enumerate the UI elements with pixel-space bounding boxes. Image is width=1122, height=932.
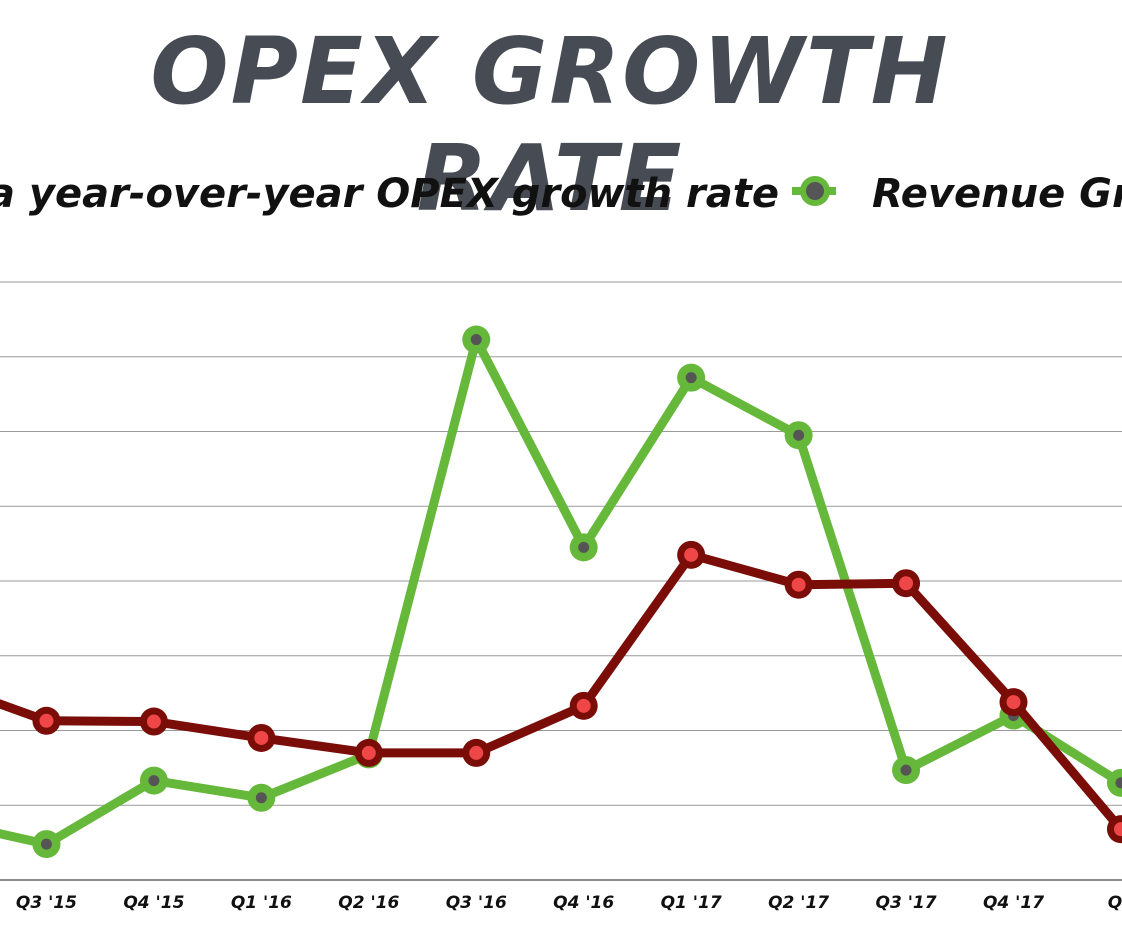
- gridlines: [0, 281, 1122, 881]
- x-tick-label: Q3 '16: [446, 893, 507, 913]
- data-point-opex: [892, 569, 921, 598]
- data-point-opex: [784, 570, 813, 599]
- data-point-opex: [462, 738, 491, 767]
- data-point-revenue: [32, 830, 61, 859]
- data-point-opex: [569, 691, 598, 720]
- x-tick-label: Q1 '17: [661, 893, 722, 913]
- legend-marker-revenue: [792, 176, 836, 206]
- x-tick-label: Q2 '17: [768, 893, 829, 913]
- x-axis-ticks: Q3 '15 Q4 '15 Q1 '16 Q2 '16 Q3 '16 Q4 '16 Q1 '…: [16, 893, 1122, 913]
- series-line-opex: [0, 550, 1122, 833]
- legend: a year-over-year OPEX growth rate Revenu…: [0, 171, 1122, 217]
- x-tick-label: Q4 '16: [553, 893, 614, 913]
- data-point-opex: [139, 707, 168, 736]
- x-tick-label: Q1 '16: [231, 893, 292, 913]
- x-tick-label: Q2 '16: [338, 893, 399, 913]
- data-point-revenue: [677, 363, 706, 392]
- data-point-revenue: [1106, 768, 1122, 797]
- legend-label-opex: a year-over-year OPEX growth rate: [0, 171, 779, 217]
- data-point-revenue: [784, 421, 813, 450]
- x-tick-label: Q4 '17: [983, 893, 1044, 913]
- series-line-revenue: [0, 335, 1122, 849]
- series-revenue: [0, 325, 1122, 859]
- data-point-revenue: [569, 533, 598, 562]
- x-tick-label: Q3 '15: [16, 893, 77, 913]
- data-point-revenue: [247, 783, 276, 812]
- data-point-opex: [1106, 815, 1122, 844]
- data-point-opex: [247, 723, 276, 752]
- data-point-revenue: [462, 325, 491, 354]
- data-point-opex: [677, 540, 706, 569]
- chart-title: OPEX GROWTH RATE: [150, 18, 950, 232]
- x-tick-label: Q4 '15: [123, 893, 184, 913]
- data-point-opex: [999, 688, 1028, 717]
- x-tick-label: Q1: [1108, 893, 1122, 913]
- data-point-revenue: [139, 766, 168, 795]
- data-point-revenue: [892, 756, 921, 785]
- data-point-opex: [354, 738, 383, 767]
- legend-label-revenue: Revenue Gro: [872, 171, 1122, 217]
- series-lines: [0, 325, 1122, 859]
- data-point-opex: [32, 706, 61, 735]
- series-opex: [0, 540, 1122, 844]
- x-tick-label: Q3 '17: [876, 893, 937, 913]
